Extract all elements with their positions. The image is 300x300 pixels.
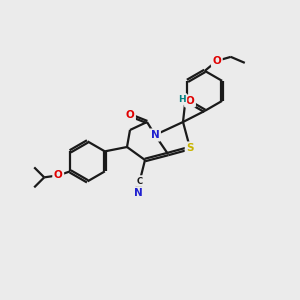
- Text: C: C: [137, 176, 143, 185]
- Text: O: O: [186, 96, 194, 106]
- Text: O: O: [54, 170, 63, 180]
- Text: H: H: [178, 94, 186, 103]
- Text: S: S: [186, 143, 194, 153]
- Text: O: O: [126, 110, 134, 120]
- Text: N: N: [151, 130, 159, 140]
- Text: N: N: [134, 188, 142, 198]
- Text: O: O: [212, 56, 221, 66]
